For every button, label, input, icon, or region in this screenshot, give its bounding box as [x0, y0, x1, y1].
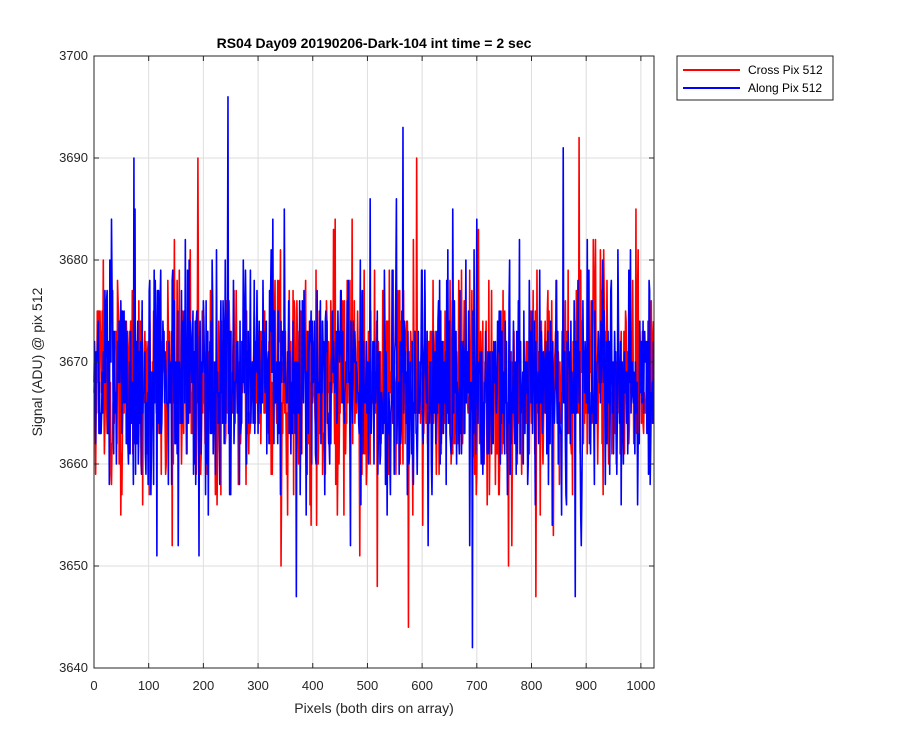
x-axis-label: Pixels (both dirs on array): [294, 700, 454, 716]
y-tick-label: 3670: [59, 354, 88, 369]
chart-title: RS04 Day09 20190206-Dark-104 int time = …: [217, 35, 532, 51]
x-tick-label: 0: [90, 678, 97, 693]
y-tick-label: 3680: [59, 252, 88, 267]
y-tick-label: 3650: [59, 558, 88, 573]
x-tick-label: 500: [357, 678, 379, 693]
y-tick-label: 3690: [59, 150, 88, 165]
y-tick-label: 3640: [59, 660, 88, 675]
legend-label-along: Along Pix 512: [748, 81, 822, 95]
x-tick-label: 100: [138, 678, 160, 693]
x-tick-label: 1000: [626, 678, 655, 693]
tick-marks: [93, 55, 654, 669]
y-tick-label: 3700: [59, 48, 88, 63]
x-tick-label: 800: [521, 678, 543, 693]
y-tick-label: 3660: [59, 456, 88, 471]
x-tick-label: 900: [575, 678, 597, 693]
x-tick-label: 600: [411, 678, 433, 693]
series-line-along: [93, 96, 655, 649]
legend-label-cross: Cross Pix 512: [748, 63, 823, 77]
x-tick-label: 300: [247, 678, 269, 693]
y-axis-label: Signal (ADU) @ pix 512: [29, 287, 45, 436]
x-tick-label: 700: [466, 678, 488, 693]
series-layer: [93, 96, 655, 649]
legend-box: [676, 55, 834, 101]
x-tick-label: 400: [302, 678, 324, 693]
x-tick-label: 200: [193, 678, 215, 693]
legend: Cross Pix 512 Along Pix 512: [676, 55, 834, 101]
